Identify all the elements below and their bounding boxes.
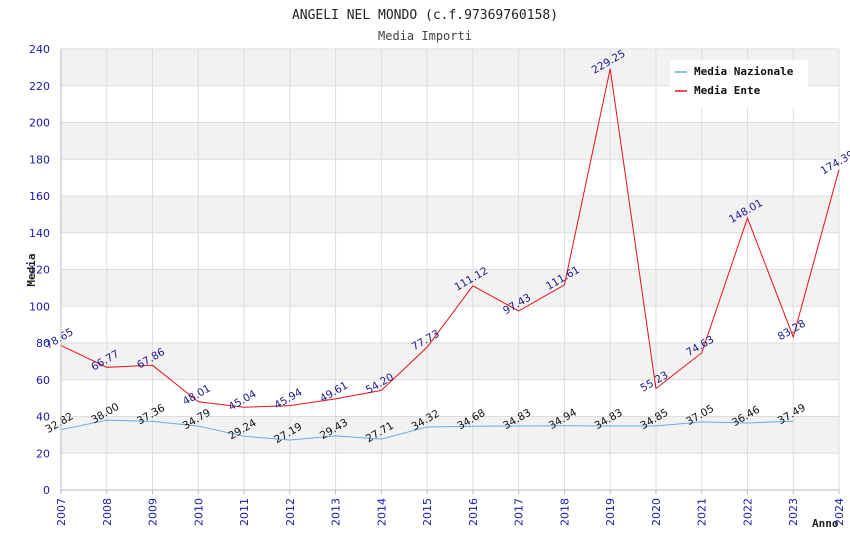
- y-tick-label: 60: [36, 374, 50, 387]
- plot-band: [61, 122, 839, 160]
- series-line-nazionale: [60, 419, 794, 441]
- x-tick-label: 2019: [604, 498, 617, 526]
- plot-band: [61, 416, 839, 454]
- legend-label-ente: Media Ente: [694, 84, 761, 97]
- x-tick-label: 2021: [696, 498, 709, 526]
- x-tick-label: 2007: [55, 498, 68, 526]
- x-tick-label: 2022: [741, 498, 754, 526]
- x-tick-label: 2008: [101, 498, 114, 526]
- x-tick-label: 2009: [147, 498, 160, 526]
- x-tick-labels: 2007 2008 2009 2010 2011 2012 2013 2014 2015 2016…: [55, 498, 846, 526]
- x-tick-label: 2011: [238, 498, 251, 526]
- y-tick-label: 0: [43, 484, 50, 497]
- y-tick-label: 180: [29, 153, 50, 166]
- x-tick-label: 2013: [330, 498, 343, 526]
- y-axis-label: Media: [25, 253, 38, 286]
- y-tick-label: 200: [29, 117, 50, 130]
- x-tick-label: 2023: [787, 498, 800, 526]
- y-tick-label: 20: [36, 447, 50, 460]
- x-tick-label: 2020: [650, 498, 663, 526]
- x-tick-label: 2016: [467, 498, 480, 526]
- data-label-ente: 45.94: [272, 386, 304, 412]
- x-axis-label: Anno: [812, 517, 839, 530]
- y-tick-label: 160: [29, 190, 50, 203]
- chart-title: ANGELI NEL MONDO (c.f.97369760158): [292, 8, 558, 23]
- y-tick-label: 120: [29, 264, 50, 277]
- x-tick-label: 2024: [833, 498, 846, 526]
- series-line-ente: [60, 68, 840, 408]
- x-tick-label: 2015: [421, 498, 434, 526]
- y-tick-label: 80: [36, 337, 50, 350]
- series-lines: [60, 68, 840, 441]
- grid-lines: [60, 48, 840, 491]
- y-tick-label: 100: [29, 300, 50, 313]
- axes: [60, 49, 840, 494]
- plot-band: [61, 196, 839, 233]
- plot-background: [61, 49, 839, 454]
- y-tick-label: 240: [29, 43, 50, 56]
- y-tick-labels: 0 20 40 60 80 100 120 140 160 180 200 220 240: [29, 43, 50, 497]
- x-tick-label: 2017: [513, 498, 526, 526]
- x-tick-label: 2010: [192, 498, 205, 526]
- x-tick-label: 2018: [558, 498, 571, 526]
- data-label-ente: 49.61: [318, 380, 350, 405]
- plot-band: [61, 269, 839, 307]
- legend-box: [670, 60, 808, 108]
- legend: Media Nazionale Media Ente: [670, 60, 808, 108]
- data-label-ente: 83.28: [776, 318, 808, 343]
- data-label-ente: 45.04: [227, 388, 259, 414]
- legend-label-nazionale: Media Nazionale: [694, 65, 794, 78]
- x-tick-label: 2014: [375, 498, 388, 526]
- y-tick-label: 40: [36, 411, 50, 424]
- data-label-ente: 48.01: [181, 382, 213, 407]
- x-tick-label: 2012: [284, 498, 297, 526]
- y-tick-label: 140: [29, 227, 50, 240]
- y-tick-label: 220: [29, 80, 50, 93]
- chart-subtitle: Media Importi: [378, 29, 472, 43]
- plot-band: [61, 343, 839, 380]
